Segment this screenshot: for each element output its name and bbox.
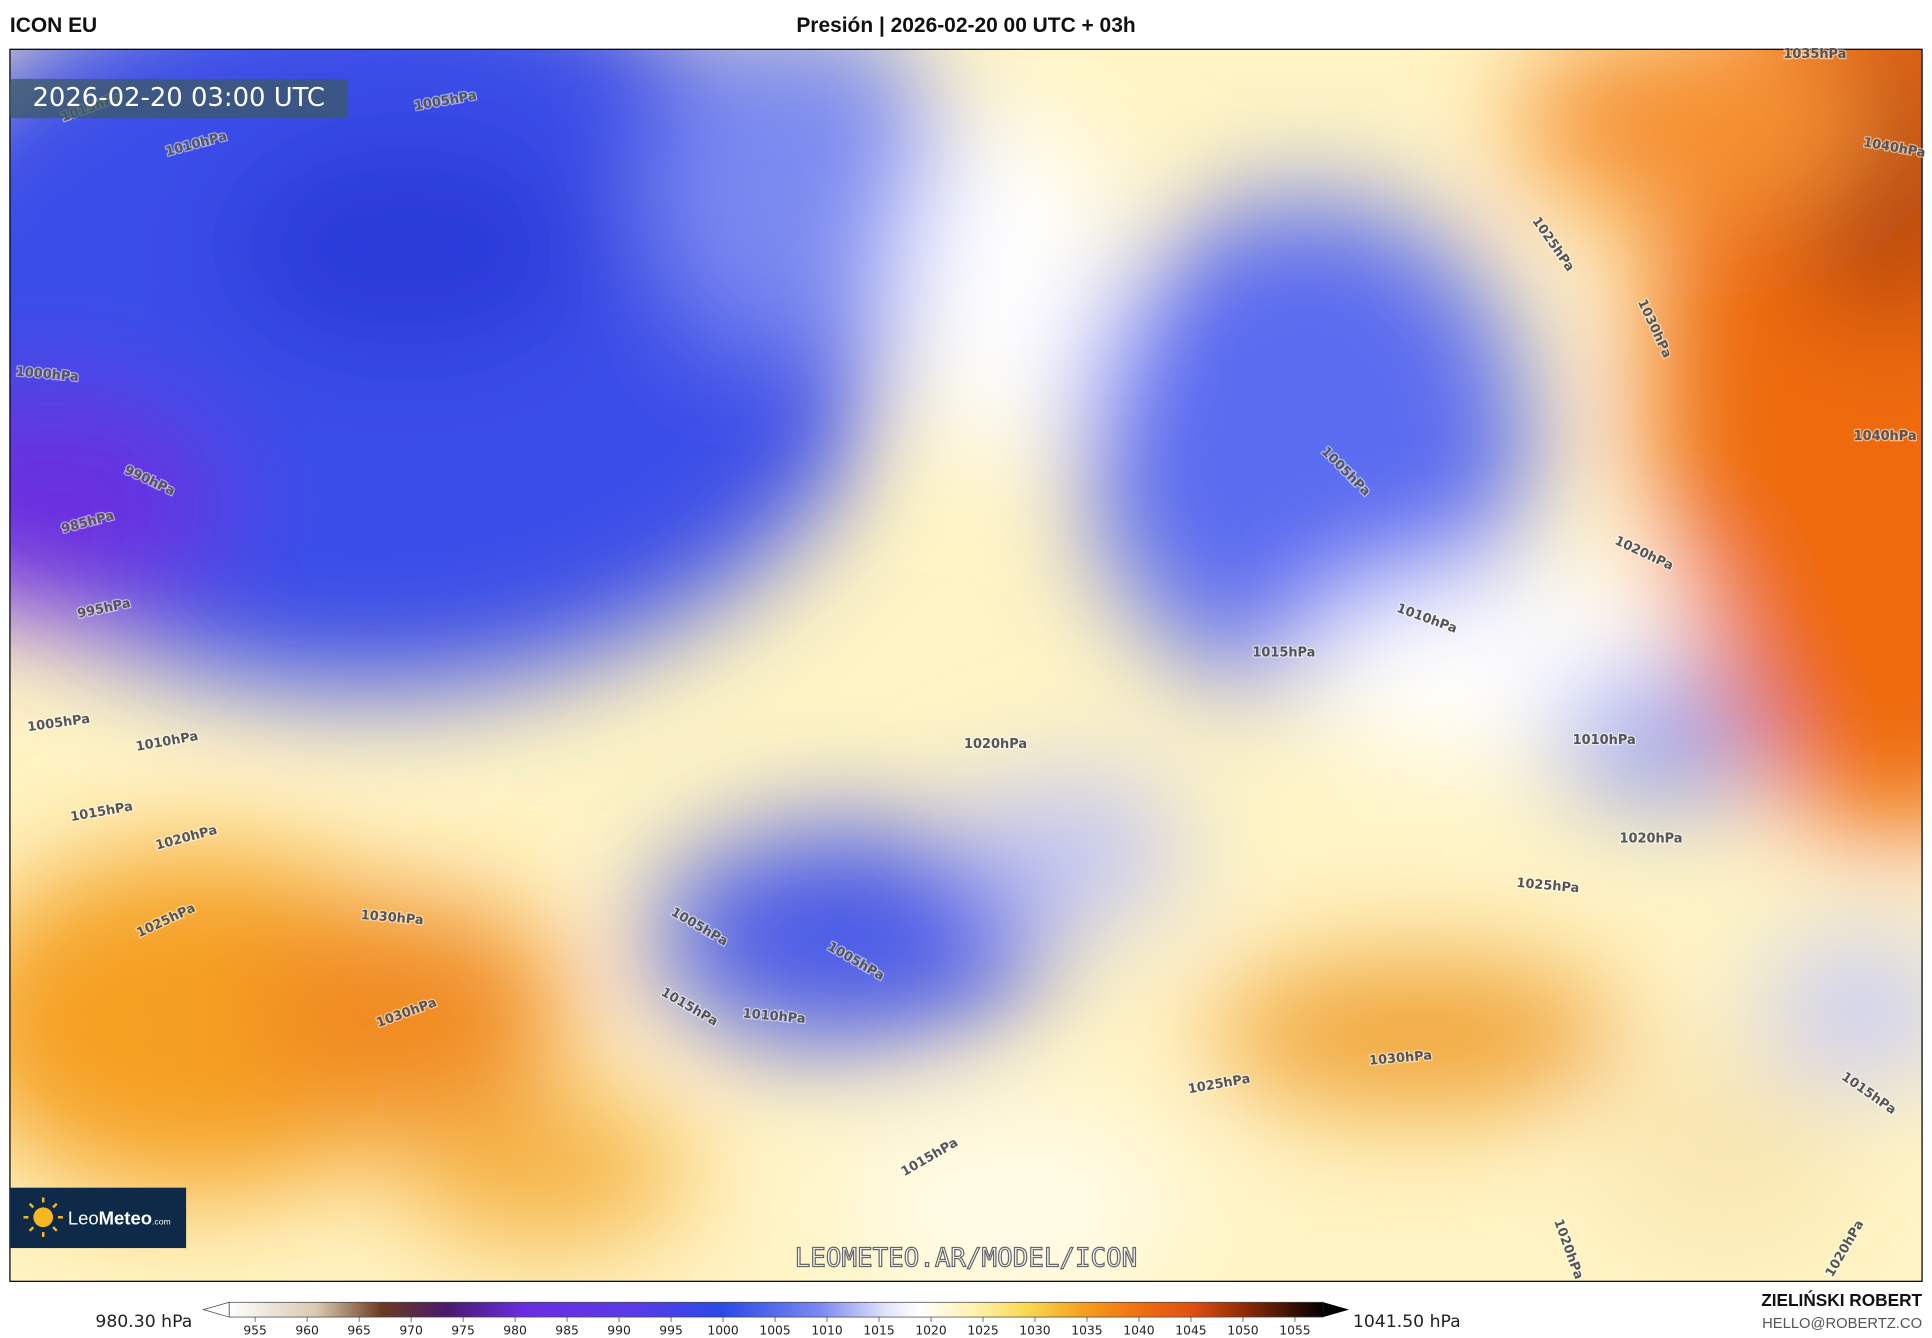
colorbar-max: 1041.50 hPa [1353,1312,1461,1332]
colorbar-tick-label: 1035 [1071,1323,1102,1337]
map-frame [9,48,1923,1282]
colorbar-tick-label: 985 [555,1323,579,1337]
colorbar-tick-label: 1005 [759,1323,790,1337]
colorbar [228,1301,1324,1318]
isobar-label: 1010hPa [1573,733,1636,748]
isobar-label: 1010hPa [742,1006,806,1026]
logo-brand: Leo [68,1208,99,1229]
colorbar-tick-label: 1015 [863,1323,894,1337]
colorbar-tick-label: 1010 [811,1323,843,1337]
author: ZIELIŃSKI ROBERT [1761,1290,1922,1310]
colorbar-tick-label: 1025 [967,1323,998,1337]
colorbar-tick-label: 995 [659,1323,683,1337]
colorbar-tick-label: 975 [451,1323,475,1337]
timestamp: 2026-02-20 03:00 UTC [32,83,325,113]
timestamp-box [9,78,348,119]
isobar-label: 1015hPa [1252,646,1315,661]
logo-brand-bold: Meteo [99,1208,152,1229]
logo-suffix: .com [152,1217,171,1227]
colorbar-tick-label: 1050 [1227,1323,1259,1337]
colorbar-tick-label: 1020 [915,1323,947,1337]
model-name: ICON EU [10,14,97,37]
colorbar-tick-label: 1030 [1019,1323,1051,1337]
isobar-label: 1040hPa [1854,429,1917,444]
isobar-label: 1030hPa [1369,1048,1433,1068]
colorbar-tick-label: 960 [295,1323,319,1337]
isobar-label: 1030hPa [360,908,424,928]
colorbar-tick-label: 980 [503,1323,527,1337]
colorbar-min: 980.30 hPa [95,1312,192,1332]
colorbar-tick-label: 1055 [1279,1323,1310,1337]
colorbar-high-end [1323,1302,1350,1318]
map-title: Presión | 2026-02-20 00 UTC + 03h [796,14,1135,37]
logo-rays [23,1197,63,1237]
isobar-label: 1035hPa [1783,47,1846,62]
isobar-label: 1025hPa [1516,876,1580,896]
isobar-label: 1020hPa [1620,832,1683,847]
logo-sun [33,1207,54,1228]
colorbar-ticks: 955 960 965 970 975 980 985 990 995 1000 1005 1010 1… [243,1317,1311,1337]
isobar-label: 1000hPa [15,365,79,385]
watermark: LEOMETEO.AR/MODEL/ICON [795,1244,1138,1274]
colorbar-tick-label: 1045 [1175,1323,1206,1337]
colorbar-tick-label: 990 [607,1323,631,1337]
logo-text: LeoMeteo.com [68,1208,171,1229]
colorbar-tick-label: 970 [399,1323,423,1337]
colorbar-tick-label: 955 [243,1323,267,1337]
colorbar-tick-label: 965 [347,1323,371,1337]
colorbar-tick-label: 1000 [707,1323,739,1337]
email: HELLO@ROBERTZ.CO [1762,1316,1922,1332]
pressure-field [9,49,1923,1282]
isobar-label: 1020hPa [964,737,1027,752]
colorbar-tick-label: 1040 [1123,1323,1155,1337]
colorbar-low-end [202,1301,230,1318]
